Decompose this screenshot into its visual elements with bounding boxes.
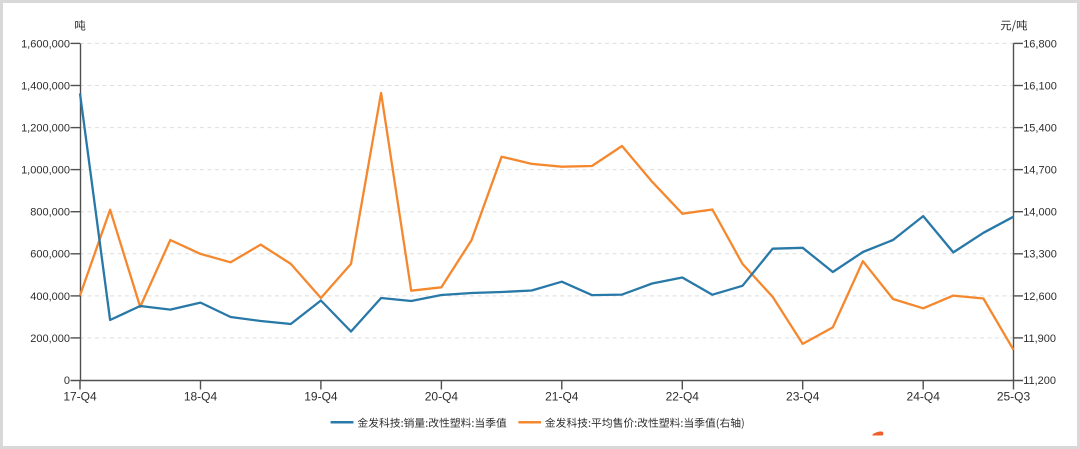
svg-text:14,000: 14,000 — [1023, 207, 1057, 219]
svg-text:15,400: 15,400 — [1023, 123, 1057, 135]
svg-text:0: 0 — [64, 375, 70, 387]
svg-text:600,000: 600,000 — [30, 249, 70, 261]
svg-text:200,000: 200,000 — [30, 333, 70, 345]
svg-text:1,200,000: 1,200,000 — [21, 123, 70, 135]
svg-text:16,100: 16,100 — [1023, 80, 1057, 92]
svg-text:1,600,000: 1,600,000 — [21, 38, 70, 50]
svg-text:24-Q4: 24-Q4 — [907, 390, 941, 404]
svg-text:11,200: 11,200 — [1023, 375, 1056, 387]
svg-text:22-Q4: 22-Q4 — [666, 390, 700, 404]
svg-text:1,400,000: 1,400,000 — [21, 80, 70, 92]
svg-text:25-Q3: 25-Q3 — [997, 390, 1031, 404]
svg-text:1,000,000: 1,000,000 — [21, 165, 70, 177]
svg-text:23-Q4: 23-Q4 — [786, 390, 820, 404]
svg-text:21-Q4: 21-Q4 — [545, 390, 579, 404]
svg-text:19-Q4: 19-Q4 — [304, 390, 338, 404]
svg-text:12,600: 12,600 — [1023, 291, 1057, 303]
svg-text:13,300: 13,300 — [1023, 249, 1057, 261]
svg-text:11,900: 11,900 — [1023, 333, 1056, 345]
svg-text:20-Q4: 20-Q4 — [425, 390, 459, 404]
svg-text:17-Q4: 17-Q4 — [63, 390, 97, 404]
svg-text:800,000: 800,000 — [30, 207, 70, 219]
svg-text:16,800: 16,800 — [1023, 38, 1057, 50]
svg-text:18-Q4: 18-Q4 — [184, 390, 218, 404]
svg-text:400,000: 400,000 — [30, 291, 70, 303]
svg-text:14,700: 14,700 — [1023, 165, 1057, 177]
